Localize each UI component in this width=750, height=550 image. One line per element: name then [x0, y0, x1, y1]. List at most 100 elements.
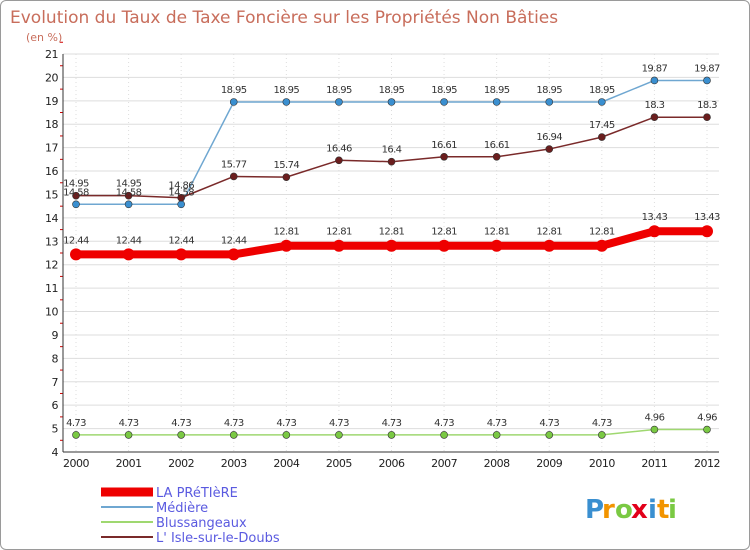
- x-tick-label: 2008: [484, 457, 510, 470]
- data-point: [72, 431, 80, 439]
- data-point: [282, 98, 291, 106]
- legend-label: L' Isle-sur-le-Doubs: [156, 531, 280, 546]
- y-tick-label: 13: [45, 235, 58, 248]
- y-tick-label: 8: [52, 352, 59, 365]
- data-point: [492, 431, 501, 439]
- data-label: 14.58: [116, 187, 142, 198]
- y-tick-label: 12: [45, 259, 58, 272]
- chart-subtitle: (en %): [26, 31, 62, 44]
- data-label: 14.58: [63, 187, 89, 198]
- legend-label: Blussangeaux: [156, 516, 247, 531]
- data-point: [703, 425, 711, 434]
- data-label: 4.73: [224, 418, 244, 429]
- data-label: 18.95: [431, 85, 457, 96]
- data-point: [227, 248, 240, 261]
- data-label: 16.4: [382, 145, 402, 156]
- x-tick-label: 2009: [536, 457, 562, 470]
- data-point: [124, 200, 133, 209]
- data-label: 16.61: [431, 140, 457, 151]
- data-label: 18.95: [274, 85, 300, 96]
- data-point: [648, 225, 661, 238]
- data-label: 12.81: [536, 227, 562, 238]
- data-point: [385, 239, 398, 252]
- data-label: 4.73: [434, 418, 454, 429]
- data-label: 4.73: [329, 418, 349, 429]
- legend-label: LA PRéTIèRE: [156, 486, 238, 501]
- data-point: [598, 98, 606, 106]
- x-tick-label: 2004: [273, 457, 299, 470]
- data-label: 18.95: [326, 85, 352, 96]
- data-point: [492, 98, 501, 106]
- y-tick-label: 9: [52, 329, 59, 342]
- data-label: 16.94: [536, 132, 562, 143]
- chart-title: Evolution du Taux de Taxe Foncière sur l…: [10, 8, 558, 28]
- x-axis-ticks: 2000 2001 2002 2003 2004 2005 2006 2007 2008 2009…: [63, 457, 721, 470]
- data-point: [703, 113, 711, 122]
- data-point: [650, 425, 659, 434]
- data-label: 18.3: [644, 100, 664, 111]
- data-label: 13.43: [642, 212, 668, 223]
- data-label: 4.73: [119, 418, 139, 429]
- y-tick-label: 10: [45, 306, 58, 319]
- data-point: [70, 248, 82, 261]
- x-tick-label: 2003: [221, 457, 247, 470]
- data-label: 13.43: [694, 212, 720, 223]
- data-point: [701, 225, 713, 238]
- data-point: [229, 431, 238, 439]
- y-tick-label: 19: [45, 95, 58, 108]
- logo-letter: t: [657, 495, 669, 525]
- data-label: 15.77: [221, 159, 247, 170]
- x-tick-label: 2005: [326, 457, 352, 470]
- data-point: [387, 98, 396, 106]
- data-point: [177, 193, 185, 202]
- series-lines: [70, 76, 713, 439]
- data-point: [124, 431, 133, 439]
- logo-letter: i: [648, 495, 657, 525]
- legend-label: Médière: [156, 501, 208, 516]
- data-point: [703, 76, 711, 85]
- y-tick-label: 5: [52, 423, 59, 436]
- data-point: [124, 191, 133, 200]
- y-tick-label: 7: [52, 376, 59, 389]
- data-point: [595, 239, 608, 252]
- y-tick-label: 6: [52, 399, 59, 412]
- data-point: [332, 239, 345, 252]
- data-label: 12.81: [484, 227, 510, 238]
- data-label: 12.44: [63, 235, 89, 246]
- data-point: [545, 98, 554, 106]
- data-point: [440, 152, 448, 161]
- data-label: 12.44: [116, 235, 142, 246]
- y-tick-label: 11: [45, 282, 58, 295]
- data-label: 12.81: [274, 227, 300, 238]
- data-point: [598, 431, 606, 439]
- data-point: [122, 248, 135, 261]
- logo-letter: r: [602, 495, 615, 525]
- data-label: 4.73: [276, 418, 296, 429]
- data-point: [440, 98, 448, 106]
- data-label: 4.73: [382, 418, 402, 429]
- proxiti-logo: Pr ox i ti: [585, 495, 677, 525]
- data-label: 19.87: [642, 63, 668, 74]
- y-tick-label: 4: [52, 446, 59, 459]
- data-label: 18.95: [536, 85, 562, 96]
- data-label: 14.86: [168, 181, 194, 192]
- data-label: 12.44: [221, 235, 247, 246]
- data-point: [282, 173, 291, 181]
- data-labels: 4.73 4.73 4.73 4.73 4.73 4.73 4.73 4.73 4.73 4.73…: [63, 63, 720, 428]
- data-label: 4.96: [697, 413, 717, 424]
- logo-letter: i: [668, 495, 677, 525]
- x-tick-label: 2000: [63, 457, 89, 470]
- data-label: 4.96: [644, 413, 664, 424]
- data-point: [545, 431, 554, 439]
- data-point: [282, 431, 291, 439]
- data-label: 4.73: [487, 418, 507, 429]
- data-point: [335, 431, 343, 439]
- data-point: [387, 431, 396, 439]
- data-label: 15.74: [274, 160, 300, 171]
- data-label: 12.81: [326, 227, 352, 238]
- data-point: [650, 113, 659, 122]
- x-tick-label: 2002: [168, 457, 194, 470]
- logo-letter: o: [615, 495, 633, 525]
